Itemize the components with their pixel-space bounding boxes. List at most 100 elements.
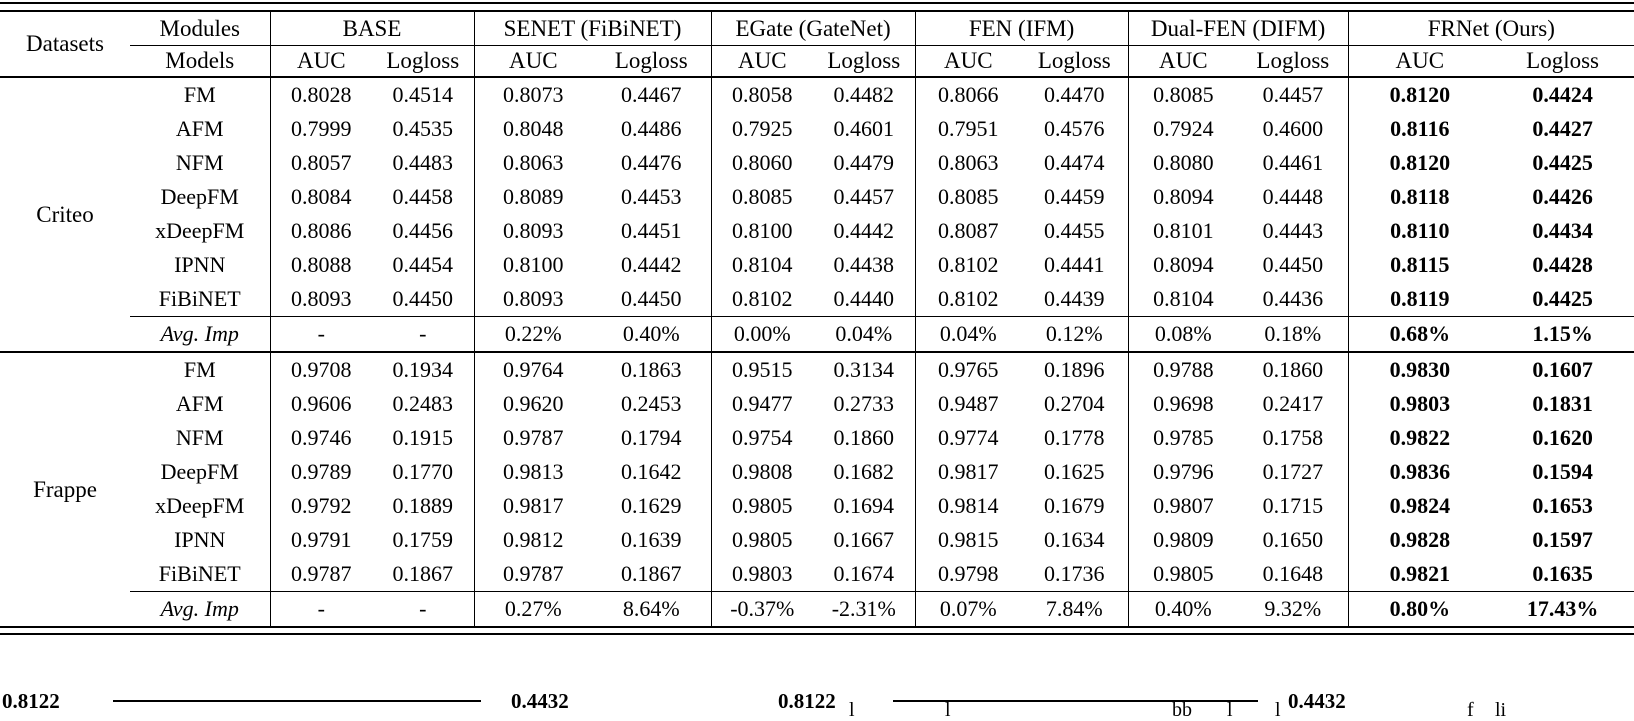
metric-value-cell: 0.4454 [392, 252, 454, 277]
metric-value-cell: 0.8093 [269, 282, 372, 317]
metric-value-cell: 0.9791 [269, 523, 372, 557]
metric-value-cell: 0.1594 [1532, 459, 1593, 484]
metric-value-cell: 0.7999 [269, 112, 372, 146]
metric-value-cell: 0.8100 [710, 214, 814, 248]
metric-value-cell: 0.9487 [914, 387, 1022, 421]
metric-value-cell: 0.4576 [1044, 116, 1105, 141]
logloss-header: Logloss [372, 45, 475, 78]
metric-value-cell: 0.1682 [833, 459, 895, 484]
cropped-text-fragment: l [1227, 699, 1233, 721]
metric-value-cell: 0.00% [710, 316, 814, 353]
cropped-axis-label: 0.8122 [778, 689, 836, 713]
metric-value-cell: 0.4450 [392, 286, 454, 311]
table-row: xDeepFM 0.8086 0.4456 0.8093 0.4451 0.8100 0.4… [0, 214, 1634, 248]
metric-value-cell: 0.4467 [621, 82, 682, 107]
metric-value-cell: 0.4453 [621, 184, 682, 209]
metric-value-cell: 0.18% [1238, 316, 1349, 353]
metric-value-cell: 0.9805 [1127, 557, 1239, 592]
metric-value-cell: 0.9787 [473, 421, 593, 455]
metric-value-cell: 0.4427 [1532, 116, 1593, 141]
table-row: AFM 0.9606 0.2483 0.9620 0.2453 0.9477 0.2733 0… [0, 387, 1634, 421]
metric-value-cell: 0.2733 [833, 391, 895, 416]
metric-value-cell: 0.1625 [1044, 459, 1105, 484]
auc-header: AUC [710, 45, 814, 78]
models-header: Models [130, 45, 270, 78]
metric-value-cell: 0.1794 [621, 425, 682, 450]
metric-value-cell: 0.1896 [1044, 357, 1105, 382]
metric-value-cell: 0.8060 [710, 146, 814, 180]
metric-value-cell: 0.9477 [710, 387, 814, 421]
metric-value-cell: 0.4486 [621, 116, 682, 141]
metric-value-cell: 17.43% [1491, 591, 1634, 628]
module-group-header: FEN (IFM) [914, 11, 1129, 46]
model-name-cell: Avg. Imp [130, 316, 270, 353]
metric-value-cell: 0.1667 [833, 527, 895, 552]
metric-value-cell: 0.8102 [710, 282, 814, 317]
metric-value-cell: 0.1860 [833, 425, 895, 450]
metric-value-cell: 0.1620 [1532, 425, 1593, 450]
metric-value-cell: 0.4424 [1532, 82, 1593, 107]
metric-value-cell: 0.4482 [833, 82, 895, 107]
model-name-cell: FiBiNET [158, 286, 241, 311]
module-group-header: FRNet (Ours) [1347, 11, 1634, 46]
table-row: FiBiNET 0.8093 0.4450 0.8093 0.4450 0.8102 0.4… [0, 282, 1634, 317]
metric-value-cell: 0.9836 [1347, 455, 1492, 489]
metric-value-cell: 0.9787 [269, 557, 372, 592]
metric-value-cell: -2.31% [813, 591, 916, 628]
metric-value-cell: 0.9708 [269, 352, 372, 387]
metric-value-cell: 0.4479 [833, 150, 895, 175]
metric-value-cell: 0.9803 [710, 557, 814, 592]
metric-value-cell: 0.4426 [1532, 184, 1593, 209]
metric-value-cell: 0.2453 [621, 391, 682, 416]
table-row: NFM 0.9746 0.1915 0.9787 0.1794 0.9754 0.1860 0… [0, 421, 1634, 455]
metric-value-cell: 0.9796 [1127, 455, 1239, 489]
metric-value-cell: 0.2417 [1262, 391, 1324, 416]
model-name-cell: IPNN [174, 527, 226, 552]
metric-value-cell: 0.9830 [1347, 352, 1492, 387]
metric-value-cell: 0.4443 [1262, 218, 1324, 243]
metric-value-cell: 0.4461 [1262, 150, 1324, 175]
results-table: Datasets Modules BASE SENET (FiBiNET) EGate … [0, 10, 1634, 628]
module-group-header: Dual-FEN (DIFM) [1127, 11, 1349, 46]
metric-value-cell: 0.8094 [1127, 248, 1239, 282]
metric-value-cell: 0.1650 [1262, 527, 1324, 552]
metric-value-cell: 0.8063 [473, 146, 593, 180]
cropped-axis-label: 0.4432 [511, 689, 569, 713]
metric-value-cell: 0.8085 [1127, 77, 1239, 112]
metric-value-cell: 0.9822 [1347, 421, 1492, 455]
cropped-chart-topline [893, 700, 1258, 702]
auc-header: AUC [1347, 45, 1492, 78]
model-name-cell: xDeepFM [155, 493, 245, 518]
metric-value-cell: 0.3134 [833, 357, 895, 382]
metric-value-cell: 0.9808 [710, 455, 814, 489]
metric-value-cell: 0.4442 [833, 218, 895, 243]
metric-value-cell: 0.8058 [710, 77, 814, 112]
model-name-cell: NFM [175, 150, 224, 175]
metric-value-cell: 0.4535 [392, 116, 454, 141]
metric-value-cell: 0.4457 [1262, 82, 1324, 107]
auc-header: AUC [1127, 45, 1239, 78]
table-row: Frappe FM 0.9708 0.1934 0.9764 0.1863 0.9515 0.… [0, 352, 1634, 628]
metric-value-cell: 0.12% [1021, 316, 1129, 353]
metric-value-cell: 0.4425 [1532, 286, 1593, 311]
model-name-cell: AFM [175, 391, 224, 416]
cropped-text-fragment: l [849, 699, 855, 721]
metric-value-cell: 0.1607 [1532, 357, 1593, 382]
metric-value-cell: 0.8085 [914, 180, 1022, 214]
metric-value-cell: 0.22% [473, 316, 593, 353]
metric-value-cell: 0.9798 [914, 557, 1022, 592]
metric-value-cell: 0.9828 [1347, 523, 1492, 557]
table-row: NFM 0.8057 0.4483 0.8063 0.4476 0.8060 0.4479 0… [0, 146, 1634, 180]
metric-value-cell: 0.1867 [392, 561, 454, 586]
metric-value-cell: 0.9792 [269, 489, 372, 523]
model-name-cell: AFM [175, 116, 224, 141]
cropped-axis-label: 0.4432 [1288, 689, 1346, 713]
modules-header: Modules [130, 11, 270, 46]
metric-value-cell: - [269, 316, 372, 353]
metric-value-cell: 0.8085 [710, 180, 814, 214]
table-row: DeepFM 0.9789 0.1770 0.9813 0.1642 0.9808 0.16… [0, 455, 1634, 489]
metric-value-cell: 0.9785 [1127, 421, 1239, 455]
metric-value-cell: 0.4438 [833, 252, 895, 277]
metric-value-cell: - [269, 591, 372, 628]
metric-value-cell: 0.4457 [833, 184, 895, 209]
